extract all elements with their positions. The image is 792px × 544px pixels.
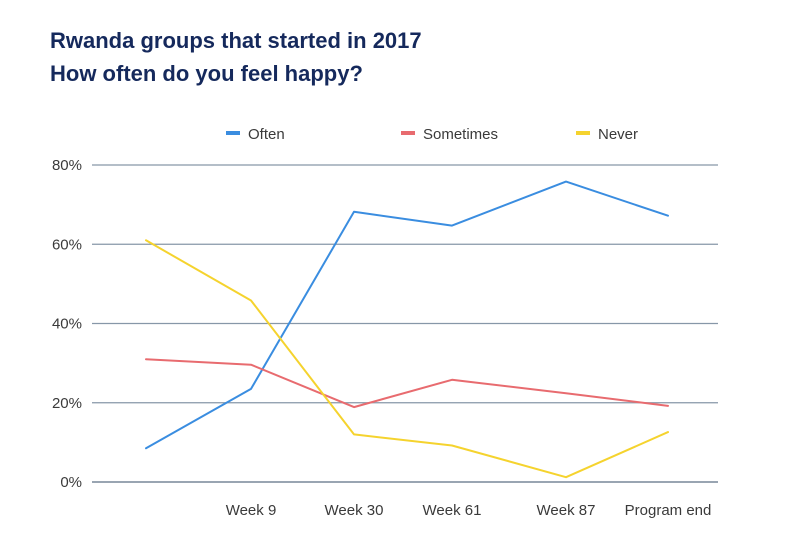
- x-tick-label: Program end: [625, 502, 712, 519]
- legend-label-sometimes: Sometimes: [423, 126, 498, 143]
- chart-title: Rwanda groups that started in 2017: [50, 28, 422, 53]
- y-axis-ticks: 0% 20% 40% 60% 80%: [52, 157, 82, 491]
- y-tick-label: 20%: [52, 395, 82, 412]
- legend-swatch-never: [576, 131, 590, 135]
- legend-label-never: Never: [598, 126, 638, 143]
- series-line-sometimes: [145, 358, 669, 409]
- legend-label-often: Often: [248, 126, 285, 143]
- series-line-never: [145, 239, 669, 479]
- chart-subtitle: How often do you feel happy?: [50, 61, 363, 86]
- x-axis-ticks: Week 9 Week 30 Week 61 Week 87 Program end: [226, 502, 712, 519]
- series-line-often: [145, 180, 669, 450]
- legend-swatch-sometimes: [401, 131, 415, 135]
- y-tick-label: 80%: [52, 157, 82, 174]
- x-tick-label: Week 87: [537, 502, 596, 519]
- x-tick-label: Week 30: [325, 502, 384, 519]
- legend-swatch-often: [226, 131, 240, 135]
- title-block: Rwanda groups that started in 2017 How o…: [50, 24, 422, 90]
- series-lines: [145, 180, 669, 479]
- y-tick-label: 40%: [52, 316, 82, 333]
- x-tick-label: Week 9: [226, 502, 277, 519]
- x-tick-label: Week 61: [423, 502, 482, 519]
- y-tick-label: 0%: [60, 474, 82, 491]
- grid-lines: [92, 164, 718, 483]
- legend: Often Sometimes Never: [226, 126, 638, 143]
- y-tick-label: 60%: [52, 236, 82, 253]
